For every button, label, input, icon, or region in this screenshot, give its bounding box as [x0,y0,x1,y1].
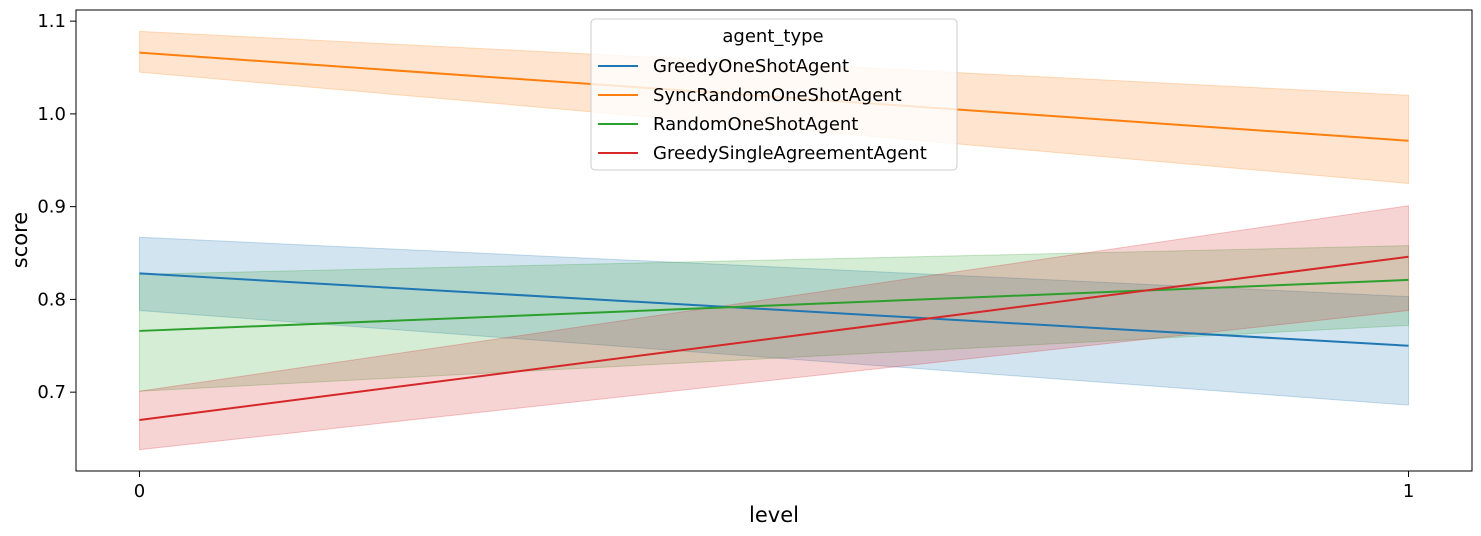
x-tick-label-0: 0 [134,481,145,502]
plot-frame [75,9,1473,472]
y-tick-label-4: 1.1 [37,11,66,32]
legend-label-0: GreedyOneShotAgent [653,56,849,77]
legend-label-2: RandomOneShotAgent [653,114,858,135]
series-line-3 [139,255,1409,421]
x-axis-label: level [749,503,799,527]
legend-title: agent_type [722,26,823,47]
x-tick-label-1: 1 [1403,481,1414,502]
y-tick-label-0: 0.7 [37,382,66,403]
y-axis: 0.7 0.8 0.9 1.0 1.1 [37,11,76,403]
series-line-0 [139,272,1409,347]
confidence-band-2 [138,245,1410,392]
legend: agent_type GreedyOneShotAgent SyncRandomO… [590,18,958,171]
legend-frame [590,18,958,171]
confidence-band-0 [138,236,1410,406]
confidence-band-3 [138,205,1410,451]
y-tick-label-2: 0.9 [37,197,66,218]
series-line-2 [139,278,1409,332]
y-axis-label: score [8,212,32,268]
legend-label-3: GreedySingleAgreementAgent [653,143,927,164]
legend-items: GreedyOneShotAgent SyncRandomOneShotAgent… [598,56,927,164]
y-tick-label-1: 0.8 [37,289,66,310]
legend-label-1: SyncRandomOneShotAgent [653,85,902,106]
y-tick-label-3: 1.0 [37,104,66,125]
